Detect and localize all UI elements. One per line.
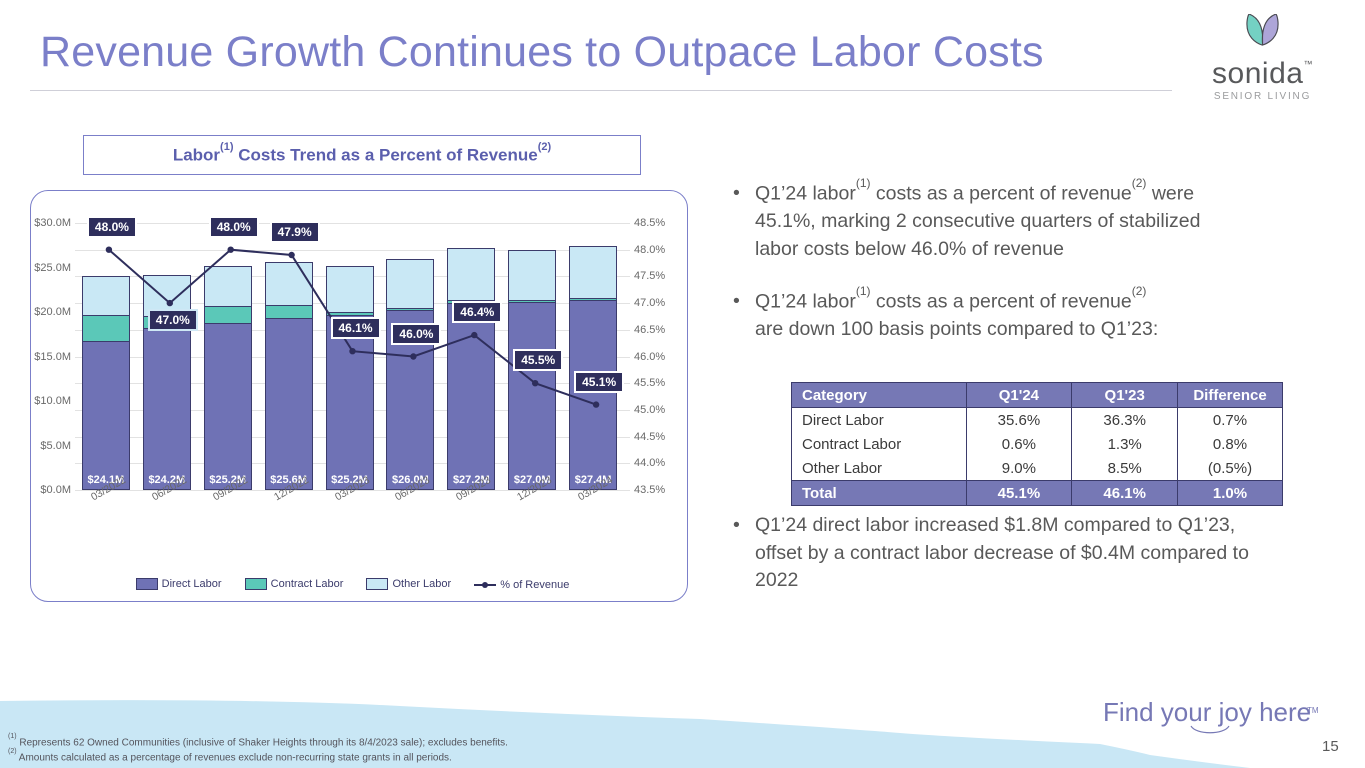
svg-text:TM: TM xyxy=(1307,706,1318,715)
svg-text:Find your joy here: Find your joy here xyxy=(1103,697,1311,727)
